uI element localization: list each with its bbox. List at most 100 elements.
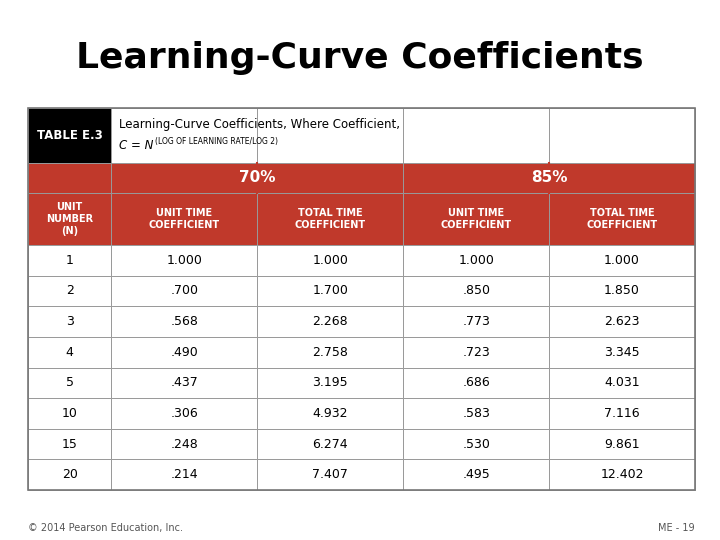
Text: .568: .568: [171, 315, 198, 328]
Text: .583: .583: [462, 407, 490, 420]
Text: 4.031: 4.031: [604, 376, 640, 389]
Text: .437: .437: [171, 376, 198, 389]
Text: 6.274: 6.274: [312, 437, 348, 450]
Bar: [403, 398, 549, 429]
Text: 2.758: 2.758: [312, 346, 348, 359]
Bar: [257, 108, 403, 163]
Bar: [28, 398, 112, 429]
Bar: [257, 245, 403, 275]
Bar: [403, 245, 549, 275]
Bar: [28, 275, 112, 306]
Bar: [28, 306, 112, 337]
Bar: [28, 108, 695, 490]
Bar: [112, 193, 257, 245]
Bar: [112, 398, 257, 429]
Bar: [549, 275, 695, 306]
Bar: [549, 460, 695, 490]
Bar: [28, 368, 112, 398]
Text: 1: 1: [66, 254, 73, 267]
Bar: [112, 460, 257, 490]
Text: C = N: C = N: [120, 139, 154, 152]
Bar: [403, 429, 549, 460]
Text: 2.268: 2.268: [312, 315, 348, 328]
Bar: [403, 368, 549, 398]
Text: 1.000: 1.000: [458, 254, 494, 267]
Text: 3.345: 3.345: [604, 346, 640, 359]
Bar: [549, 306, 695, 337]
Bar: [112, 368, 257, 398]
Text: Learning-Curve Coefficients, Where Coefficient,: Learning-Curve Coefficients, Where Coeff…: [120, 118, 400, 131]
Text: 4: 4: [66, 346, 73, 359]
Text: 15: 15: [62, 437, 78, 450]
Text: 10: 10: [62, 407, 78, 420]
Text: TOTAL TIME
COEFFICIENT: TOTAL TIME COEFFICIENT: [587, 208, 657, 230]
Bar: [257, 398, 403, 429]
Bar: [257, 275, 403, 306]
Text: 1.700: 1.700: [312, 285, 348, 298]
Bar: [257, 429, 403, 460]
Text: .495: .495: [462, 468, 490, 481]
Text: .490: .490: [171, 346, 198, 359]
Text: .700: .700: [171, 285, 198, 298]
Text: TABLE E.3: TABLE E.3: [37, 129, 102, 142]
Text: 4.932: 4.932: [312, 407, 348, 420]
Text: 1.000: 1.000: [604, 254, 640, 267]
Text: 5: 5: [66, 376, 73, 389]
Bar: [257, 306, 403, 337]
Text: TOTAL TIME
COEFFICIENT: TOTAL TIME COEFFICIENT: [294, 208, 366, 230]
Bar: [403, 460, 549, 490]
Text: .723: .723: [462, 346, 490, 359]
Text: 3.195: 3.195: [312, 376, 348, 389]
Text: 1.000: 1.000: [312, 254, 348, 267]
Text: .850: .850: [462, 285, 490, 298]
Text: 20: 20: [62, 468, 78, 481]
Bar: [549, 163, 695, 193]
Text: .306: .306: [171, 407, 198, 420]
Bar: [257, 163, 403, 193]
Text: 3: 3: [66, 315, 73, 328]
Bar: [257, 193, 403, 245]
Bar: [549, 337, 695, 368]
Text: 2: 2: [66, 285, 73, 298]
Text: © 2014 Pearson Education, Inc.: © 2014 Pearson Education, Inc.: [28, 523, 183, 533]
Text: .773: .773: [462, 315, 490, 328]
Text: (LOG OF LEARNING RATE/LOG 2): (LOG OF LEARNING RATE/LOG 2): [156, 137, 279, 146]
Text: 12.402: 12.402: [600, 468, 644, 481]
Text: 70%: 70%: [239, 171, 276, 186]
Bar: [257, 337, 403, 368]
Bar: [549, 429, 695, 460]
Bar: [549, 245, 695, 275]
Bar: [403, 193, 549, 245]
Text: ME - 19: ME - 19: [658, 523, 695, 533]
Text: UNIT
NUMBER
(N): UNIT NUMBER (N): [46, 201, 94, 237]
Bar: [112, 429, 257, 460]
Text: Learning-Curve Coefficients: Learning-Curve Coefficients: [76, 41, 644, 75]
Text: .530: .530: [462, 437, 490, 450]
Bar: [112, 108, 257, 163]
Bar: [28, 193, 112, 245]
Bar: [257, 368, 403, 398]
Text: 9.861: 9.861: [604, 437, 640, 450]
Bar: [403, 337, 549, 368]
Bar: [403, 275, 549, 306]
Bar: [403, 163, 549, 193]
Bar: [549, 398, 695, 429]
Text: 7.407: 7.407: [312, 468, 348, 481]
Bar: [28, 337, 112, 368]
Bar: [112, 245, 257, 275]
Bar: [112, 306, 257, 337]
Bar: [549, 368, 695, 398]
Text: 85%: 85%: [531, 171, 567, 186]
Bar: [403, 306, 549, 337]
Text: 2.623: 2.623: [604, 315, 640, 328]
Text: 1.000: 1.000: [166, 254, 202, 267]
Bar: [112, 163, 257, 193]
Bar: [112, 275, 257, 306]
Text: .214: .214: [171, 468, 198, 481]
Bar: [403, 108, 549, 163]
Bar: [28, 163, 112, 193]
Text: 7.116: 7.116: [604, 407, 640, 420]
Bar: [28, 108, 112, 163]
Bar: [549, 193, 695, 245]
Bar: [28, 429, 112, 460]
